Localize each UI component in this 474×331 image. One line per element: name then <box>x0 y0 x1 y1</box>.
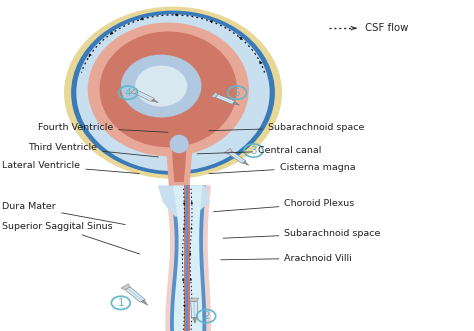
Polygon shape <box>169 185 206 331</box>
Text: Arachnoid Villi: Arachnoid Villi <box>221 254 352 263</box>
Text: Fourth Ventricle: Fourth Ventricle <box>38 123 168 132</box>
Polygon shape <box>189 298 199 302</box>
Text: Subarachnoid space: Subarachnoid space <box>223 229 381 238</box>
Ellipse shape <box>88 23 249 156</box>
Polygon shape <box>164 126 194 185</box>
Text: Cisterna magna: Cisterna magna <box>209 163 356 174</box>
Polygon shape <box>233 102 239 105</box>
Ellipse shape <box>121 55 201 118</box>
Polygon shape <box>243 161 249 166</box>
Polygon shape <box>191 301 198 318</box>
Text: CSF flow: CSF flow <box>365 23 409 33</box>
Text: Subarachnoid space: Subarachnoid space <box>209 123 364 132</box>
Polygon shape <box>158 185 210 217</box>
Ellipse shape <box>76 14 270 171</box>
Ellipse shape <box>100 31 237 147</box>
Polygon shape <box>128 288 143 301</box>
Text: Lateral Ventricle: Lateral Ventricle <box>2 161 139 173</box>
Polygon shape <box>125 287 145 302</box>
Polygon shape <box>121 284 130 290</box>
Text: Choroid Plexus: Choroid Plexus <box>214 199 355 212</box>
Ellipse shape <box>170 135 189 153</box>
Polygon shape <box>152 99 158 103</box>
Text: 3: 3 <box>250 146 257 156</box>
Polygon shape <box>211 92 218 97</box>
Polygon shape <box>193 318 197 323</box>
Polygon shape <box>164 185 211 331</box>
Polygon shape <box>217 96 233 103</box>
Ellipse shape <box>64 7 282 179</box>
Polygon shape <box>171 129 188 182</box>
Text: Third Ventricle: Third Ventricle <box>28 143 158 157</box>
Polygon shape <box>230 152 244 162</box>
Polygon shape <box>186 185 188 331</box>
Polygon shape <box>135 90 154 102</box>
Polygon shape <box>228 151 246 164</box>
Text: 4: 4 <box>125 88 131 98</box>
Polygon shape <box>141 300 148 305</box>
Text: Dura Mater: Dura Mater <box>2 202 125 224</box>
Polygon shape <box>184 185 190 331</box>
Polygon shape <box>224 148 232 154</box>
Text: 2: 2 <box>203 311 210 321</box>
Polygon shape <box>193 302 196 317</box>
Polygon shape <box>215 94 235 104</box>
Polygon shape <box>173 185 202 331</box>
Text: 5: 5 <box>234 88 240 98</box>
Polygon shape <box>131 88 138 94</box>
Text: 1: 1 <box>118 298 124 308</box>
Ellipse shape <box>135 66 187 107</box>
Text: Central canal: Central canal <box>197 146 322 155</box>
Polygon shape <box>137 92 153 100</box>
Text: Superior Saggital Sinus: Superior Saggital Sinus <box>2 222 139 254</box>
Ellipse shape <box>71 11 275 175</box>
